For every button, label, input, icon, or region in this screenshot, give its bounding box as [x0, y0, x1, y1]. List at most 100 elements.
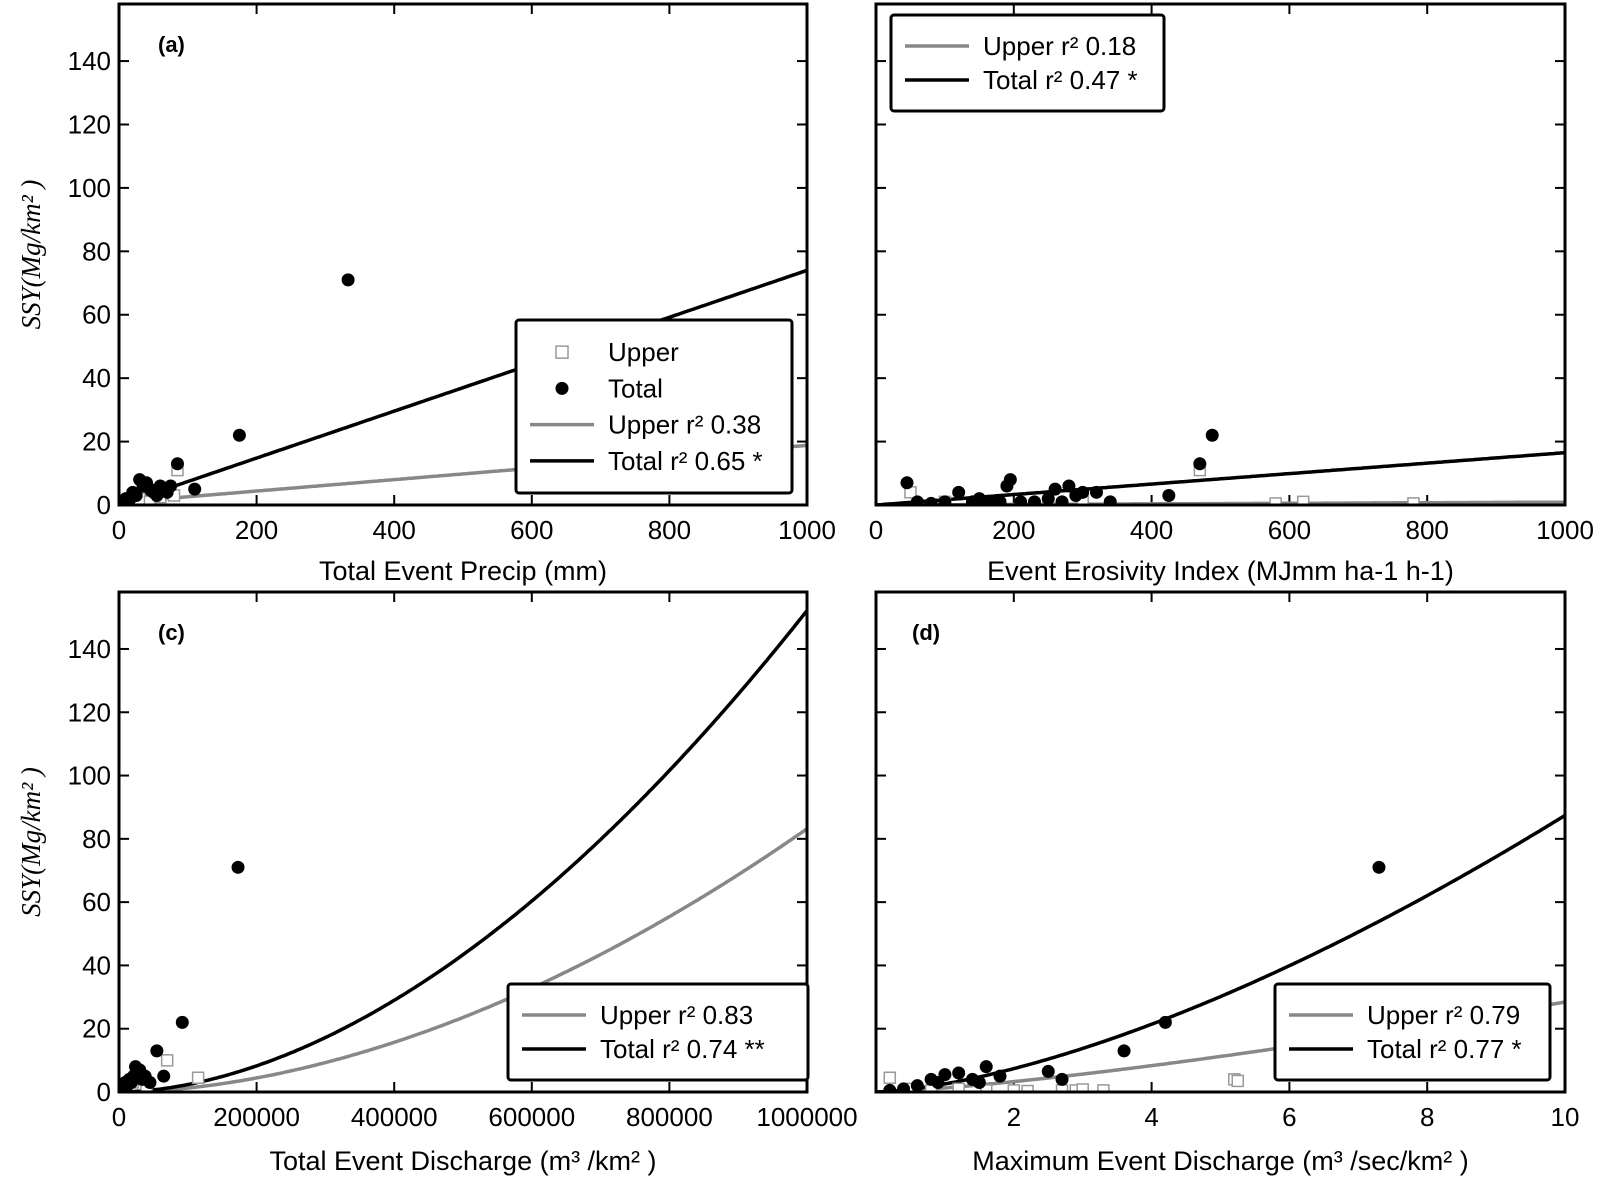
total-point	[938, 495, 952, 505]
y-tick-label: 140	[68, 634, 111, 664]
legend-box	[506, 982, 810, 1082]
legend-box	[1273, 982, 1552, 1082]
legend-label: Upper r² 0.18	[983, 31, 1136, 61]
y-tick-label: 0	[97, 1077, 111, 1107]
x-axis-label: Total Event Precip (mm)	[319, 556, 607, 586]
total-point	[1103, 495, 1117, 505]
panel-a: 0 200 400 600 800 1000 0 20 40 60 80 100 120 140 (a) To…	[16, 2, 836, 586]
x-tick-label: 800000	[626, 1102, 713, 1132]
x-tick-label: 1000	[1536, 515, 1594, 545]
total-point	[175, 1015, 189, 1029]
panel-label: (c)	[158, 620, 185, 645]
y-tick-label: 140	[68, 46, 111, 76]
legend-label: Total	[608, 373, 663, 403]
legend-label: Upper r² 0.83	[600, 1000, 753, 1030]
panel-label: (a)	[158, 32, 185, 57]
total-point	[910, 1079, 924, 1092]
total-point	[1055, 1072, 1069, 1086]
legend-key-square	[555, 345, 569, 359]
x-tick-label: 4	[1144, 1102, 1158, 1132]
x-tick-label: 400000	[351, 1102, 438, 1132]
legend: Upper r² 0.83 Total r² 0.74 **	[506, 982, 810, 1082]
data-layer	[876, 813, 1565, 1092]
total-point	[924, 496, 938, 505]
x-tick-label: 600	[1268, 515, 1311, 545]
legend-key-dot	[555, 381, 569, 395]
total-point	[993, 1069, 1007, 1083]
total-point	[341, 273, 355, 287]
legend-box	[889, 13, 1166, 113]
y-tick-label: 40	[82, 950, 111, 980]
x-axis-label: Maximum Event Discharge (m³ /sec/km² )	[972, 1146, 1469, 1176]
legend-box	[514, 318, 794, 495]
total-point	[232, 428, 246, 442]
total-point	[231, 860, 245, 874]
x-axis-label: Total Event Discharge (m³ /km² )	[269, 1146, 656, 1176]
x-tick-label: 1000000	[756, 1102, 857, 1132]
legend: Upper r² 0.79 Total r² 0.77 *	[1273, 982, 1552, 1082]
plot-frame	[117, 590, 809, 1094]
total-point	[952, 485, 966, 499]
total-point	[910, 495, 924, 505]
total-point	[170, 457, 184, 471]
upper-point	[1231, 1074, 1244, 1088]
total-point	[143, 1076, 157, 1090]
data-layer	[876, 428, 1565, 505]
total-point	[1055, 495, 1069, 505]
total-point	[883, 1083, 897, 1092]
y-tick-label: 20	[82, 1014, 111, 1044]
x-axis-label: Event Erosivity Index (MJmm ha-1 h-1)	[987, 556, 1454, 586]
total-point	[900, 476, 914, 490]
x-tick-label: 800	[1406, 515, 1449, 545]
total-point	[1205, 428, 1219, 442]
x-tick-label: 400	[1130, 515, 1173, 545]
x-tick-label: 0	[869, 515, 883, 545]
upper-point	[979, 1084, 993, 1092]
panel-b: 0 200 400 600 800 1000 Event Erosivity Index (…	[869, 2, 1594, 586]
plot-frame	[117, 2, 809, 507]
total-point	[1193, 457, 1207, 471]
y-tick-label: 60	[82, 887, 111, 917]
panel-label: (d)	[912, 620, 940, 645]
total-point	[1372, 860, 1386, 874]
data-layer	[119, 268, 807, 505]
total-point	[1117, 1044, 1131, 1058]
total-point	[150, 1044, 164, 1058]
x-tick-label: 600	[510, 515, 553, 545]
total-point	[157, 1069, 171, 1083]
legend-label: Upper r² 0.79	[1367, 1000, 1520, 1030]
x-tick-label: 200	[992, 515, 1035, 545]
total-point	[1041, 492, 1055, 505]
panel-c: 0 200000 400000 600000 800000 1000000 0 20 40 60 8…	[16, 590, 858, 1176]
x-tick-label: 2	[1007, 1102, 1021, 1132]
fit-line-total	[119, 609, 807, 1092]
total-point	[1003, 473, 1017, 487]
panel-d: 2 4 6 8 10 (d) Maximum Event Discharge (m³ /se…	[874, 590, 1579, 1176]
x-tick-label: 6	[1282, 1102, 1296, 1132]
x-tick-label: 200	[235, 515, 278, 545]
upper-point	[952, 1082, 965, 1092]
y-tick-label: 120	[68, 109, 111, 139]
legend-label: Total r² 0.74 **	[600, 1034, 765, 1064]
y-tick-label: 80	[82, 236, 111, 266]
total-point	[164, 479, 178, 493]
upper-point	[1407, 497, 1420, 505]
total-point	[1089, 485, 1103, 499]
y-tick-label: 40	[82, 363, 111, 393]
upper-point	[1097, 1084, 1110, 1092]
total-point	[897, 1082, 911, 1092]
total-point	[1062, 479, 1076, 493]
upper-point	[191, 1071, 205, 1085]
legend: Upper Total Upper r² 0.38 Total r² 0.65 *	[514, 318, 794, 495]
legend-label: Upper r² 0.38	[608, 410, 761, 440]
total-point	[1048, 482, 1062, 496]
upper-point	[883, 1071, 897, 1085]
plot-frame	[874, 2, 1567, 507]
fit-line-total	[119, 268, 807, 505]
total-point	[1076, 485, 1090, 499]
y-axis-label: SSY(Mg/km² )	[16, 767, 46, 917]
y-tick-label: 60	[82, 300, 111, 330]
x-tick-label: 600000	[488, 1102, 575, 1132]
upper-point	[1296, 495, 1310, 505]
